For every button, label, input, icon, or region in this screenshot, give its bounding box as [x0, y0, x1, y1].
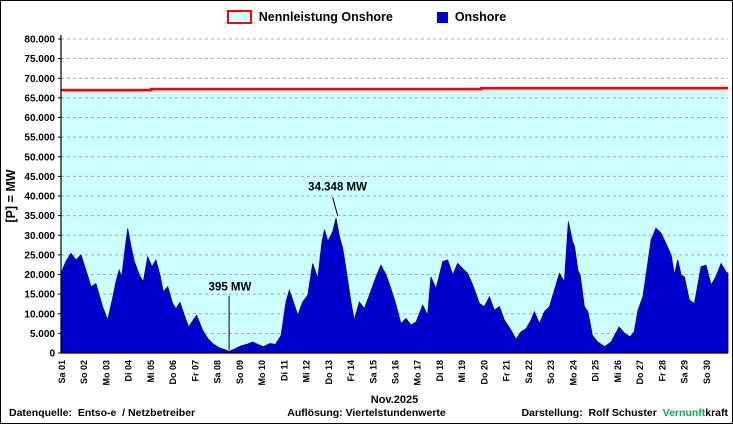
onshore-swatch-icon [436, 11, 448, 23]
x-tick-label: Fr 28 [657, 360, 667, 382]
x-tick-label: Sa 29 [680, 360, 690, 384]
x-tick-label: Sa 08 [213, 360, 223, 384]
x-tick-label: Do 13 [324, 360, 334, 385]
x-tick-label: Sa 15 [368, 360, 378, 384]
x-tick-label: Mo 03 [101, 360, 111, 386]
x-tick-label: So 02 [79, 360, 89, 384]
y-tick-label: 20.000 [24, 270, 55, 281]
x-tick-label: Do 27 [635, 360, 645, 385]
y-tick-label: 10.000 [24, 309, 55, 320]
y-tick-label: 70.000 [24, 74, 55, 85]
x-tick-label: Fr 14 [346, 360, 356, 382]
x-tick-label: Mi 12 [302, 360, 312, 383]
x-tick-label: Mi 05 [146, 360, 156, 383]
x-tick-label: Mo 24 [568, 360, 578, 386]
capacity-swatch-icon [226, 10, 252, 24]
y-tick-label: 50.000 [24, 152, 55, 163]
brand-kraft: kraft [705, 407, 728, 419]
y-tick-label: 15.000 [24, 290, 55, 301]
x-tick-label: Sa 22 [524, 360, 534, 384]
x-tick-label: Mi 26 [613, 360, 623, 383]
x-tick-label: Fr 21 [502, 360, 512, 382]
legend-item-onshore: Onshore [436, 10, 507, 24]
legend-item-nennleistung-onshore: Nennleistung Onshore [226, 10, 393, 24]
y-tick-label: 25.000 [24, 250, 55, 261]
x-tick-label: Sa 01 [57, 360, 67, 384]
onshore-area [60, 218, 729, 354]
y-tick-label: 60.000 [24, 113, 55, 124]
chart-footer: Datenquelle: Entso-e / Netzbetreiber Auf… [1, 407, 732, 423]
x-tick-label: So 23 [546, 360, 556, 384]
x-tick-label: So 30 [702, 360, 712, 384]
legend-label-nennleistung: Nennleistung Onshore [258, 10, 393, 24]
data-source-label: Datenquelle: Entso-e / Netzbetreiber [9, 407, 196, 419]
x-tick-label: Di 11 [279, 360, 289, 381]
brand-vernunft: Vernunft [662, 407, 706, 419]
x-tick-label: Di 04 [124, 360, 134, 382]
credit-text: Darstellung: Rolf Schuster [521, 407, 663, 419]
y-tick-label: 35.000 [24, 211, 55, 222]
credit-label: Darstellung: Rolf Schuster Vernunftkraft [521, 407, 728, 419]
x-tick-label: Do 06 [168, 360, 178, 385]
x-tick-label: So 16 [391, 360, 401, 384]
y-tick-label: 65.000 [24, 93, 55, 104]
annotation-label: 395 MW [209, 282, 252, 294]
x-tick-label: Mo 17 [413, 360, 423, 386]
y-tick-label: 45.000 [24, 172, 55, 183]
y-tick-label: 75.000 [24, 54, 55, 65]
legend-label-onshore: Onshore [454, 10, 507, 24]
x-tick-label: Mi 19 [457, 360, 467, 383]
resolution-label: Auflösung: Viertelstundenwerte [287, 407, 446, 419]
capacity-line [61, 86, 728, 92]
x-tick-label: Do 20 [479, 360, 489, 385]
annotation-line [332, 197, 339, 217]
y-axis-title: [P] = MW [4, 169, 18, 222]
y-tick-label: 55.000 [24, 133, 55, 144]
y-tick-label: 40.000 [24, 192, 55, 203]
x-tick-label: Di 25 [591, 360, 601, 382]
onshore-wind-area-chart: 0 5.000 10.000 15.000 20.000 25.000 30.000 35.0… [4, 35, 729, 386]
x-tick-label: So 09 [235, 360, 245, 384]
y-tick-label: 0 [49, 349, 55, 360]
y-tick-label: 5.000 [30, 329, 55, 340]
x-tick-label: Mo 10 [257, 360, 267, 386]
x-tick-label: Fr 07 [190, 360, 200, 382]
annotation-label: 34.348 MW [308, 182, 367, 194]
x-tick-label: Di 18 [435, 360, 445, 382]
y-tick-label: 30.000 [24, 231, 55, 242]
x-axis-title: Nov.2025 [370, 394, 419, 406]
chart-legend: Nennleistung Onshore Onshore [1, 6, 732, 28]
y-tick-label: 80.000 [24, 35, 55, 46]
